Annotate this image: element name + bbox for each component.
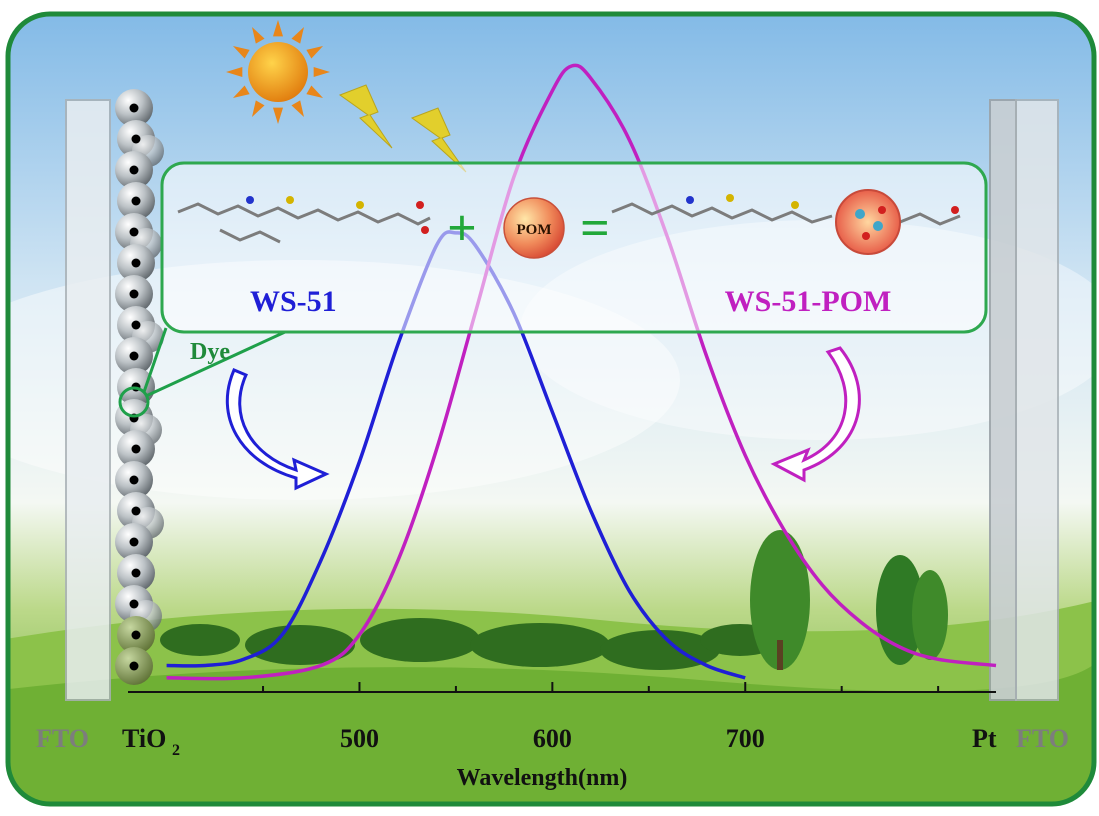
fto-right-electrode: [1015, 99, 1059, 701]
electron-dot: [131, 258, 141, 268]
electron-dot: [131, 444, 141, 454]
molecule-box: [160, 161, 988, 334]
sun-ray: [232, 85, 250, 98]
sun-ray: [252, 100, 265, 118]
tio2-subscript: 2: [172, 742, 180, 759]
electron-dot: [131, 196, 141, 206]
fto-left-electrode: [65, 99, 111, 701]
sun-ray: [306, 85, 324, 98]
blue-curved-arrow: [225, 368, 330, 491]
x-axis-title: Wavelength(nm): [457, 765, 628, 791]
sun-ray: [291, 26, 304, 44]
sun-ray: [272, 20, 284, 37]
electron-dot: [129, 165, 139, 175]
electron-dot: [131, 320, 141, 330]
electron-dot: [129, 475, 139, 485]
pt-electrode: [989, 99, 1017, 701]
ws51-pom-absorption-curve: [166, 63, 997, 681]
plus-sign: +: [447, 200, 477, 257]
outer-frame: [5, 11, 1097, 807]
ws51-pom-molecule: [611, 189, 961, 255]
sun-icon: [226, 20, 330, 124]
sun-ray: [252, 26, 265, 44]
dye-highlight-circle: [118, 386, 150, 418]
electron-dot: [129, 537, 139, 547]
pom-ball-label: POM: [517, 222, 552, 238]
x-tick-label: 500: [340, 724, 379, 753]
ws51-label: WS-51: [250, 285, 337, 318]
dye-callout-line-1: [145, 330, 286, 398]
shrubs: [160, 618, 780, 670]
electron-dot: [129, 661, 139, 671]
electron-dot: [131, 506, 141, 516]
magenta-curved-arrow: [770, 346, 861, 483]
pom-ball-icon: POM: [503, 197, 565, 259]
sun-ray: [272, 107, 284, 124]
tio2-particle-column: [115, 89, 164, 685]
electron-dot: [129, 289, 139, 299]
sun-ray: [226, 66, 243, 78]
pt-label: Pt: [972, 724, 997, 753]
electron-dot: [129, 599, 139, 609]
trees: [750, 530, 948, 670]
sun-ray: [313, 66, 330, 78]
electron-dot: [131, 134, 141, 144]
x-tick-label: 700: [726, 724, 765, 753]
electron-dot: [129, 227, 139, 237]
electron-dot: [129, 351, 139, 361]
dye-callout-line-2: [142, 327, 168, 393]
equals-sign: =: [580, 200, 610, 257]
fto-right-label: FTO: [1016, 724, 1069, 753]
sun-ray: [232, 46, 250, 59]
electron-dot: [129, 103, 139, 113]
dye-label: Dye: [190, 339, 230, 365]
ws51-pom-label: WS-51-POM: [725, 285, 892, 318]
electron-dot: [131, 568, 141, 578]
electron-dot: [131, 630, 141, 640]
x-axis-ticks: 500 600 700: [262, 682, 940, 753]
fto-left-label: FTO: [36, 724, 89, 753]
lightning-icon: [338, 84, 467, 173]
sun-ray: [306, 46, 324, 59]
x-tick-label: 600: [533, 724, 572, 753]
tio2-label: TiO: [122, 724, 166, 753]
sun-ray: [291, 100, 304, 118]
ws51-molecule: [177, 196, 431, 244]
